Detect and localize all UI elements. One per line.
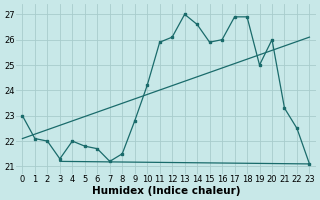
X-axis label: Humidex (Indice chaleur): Humidex (Indice chaleur) bbox=[92, 186, 240, 196]
